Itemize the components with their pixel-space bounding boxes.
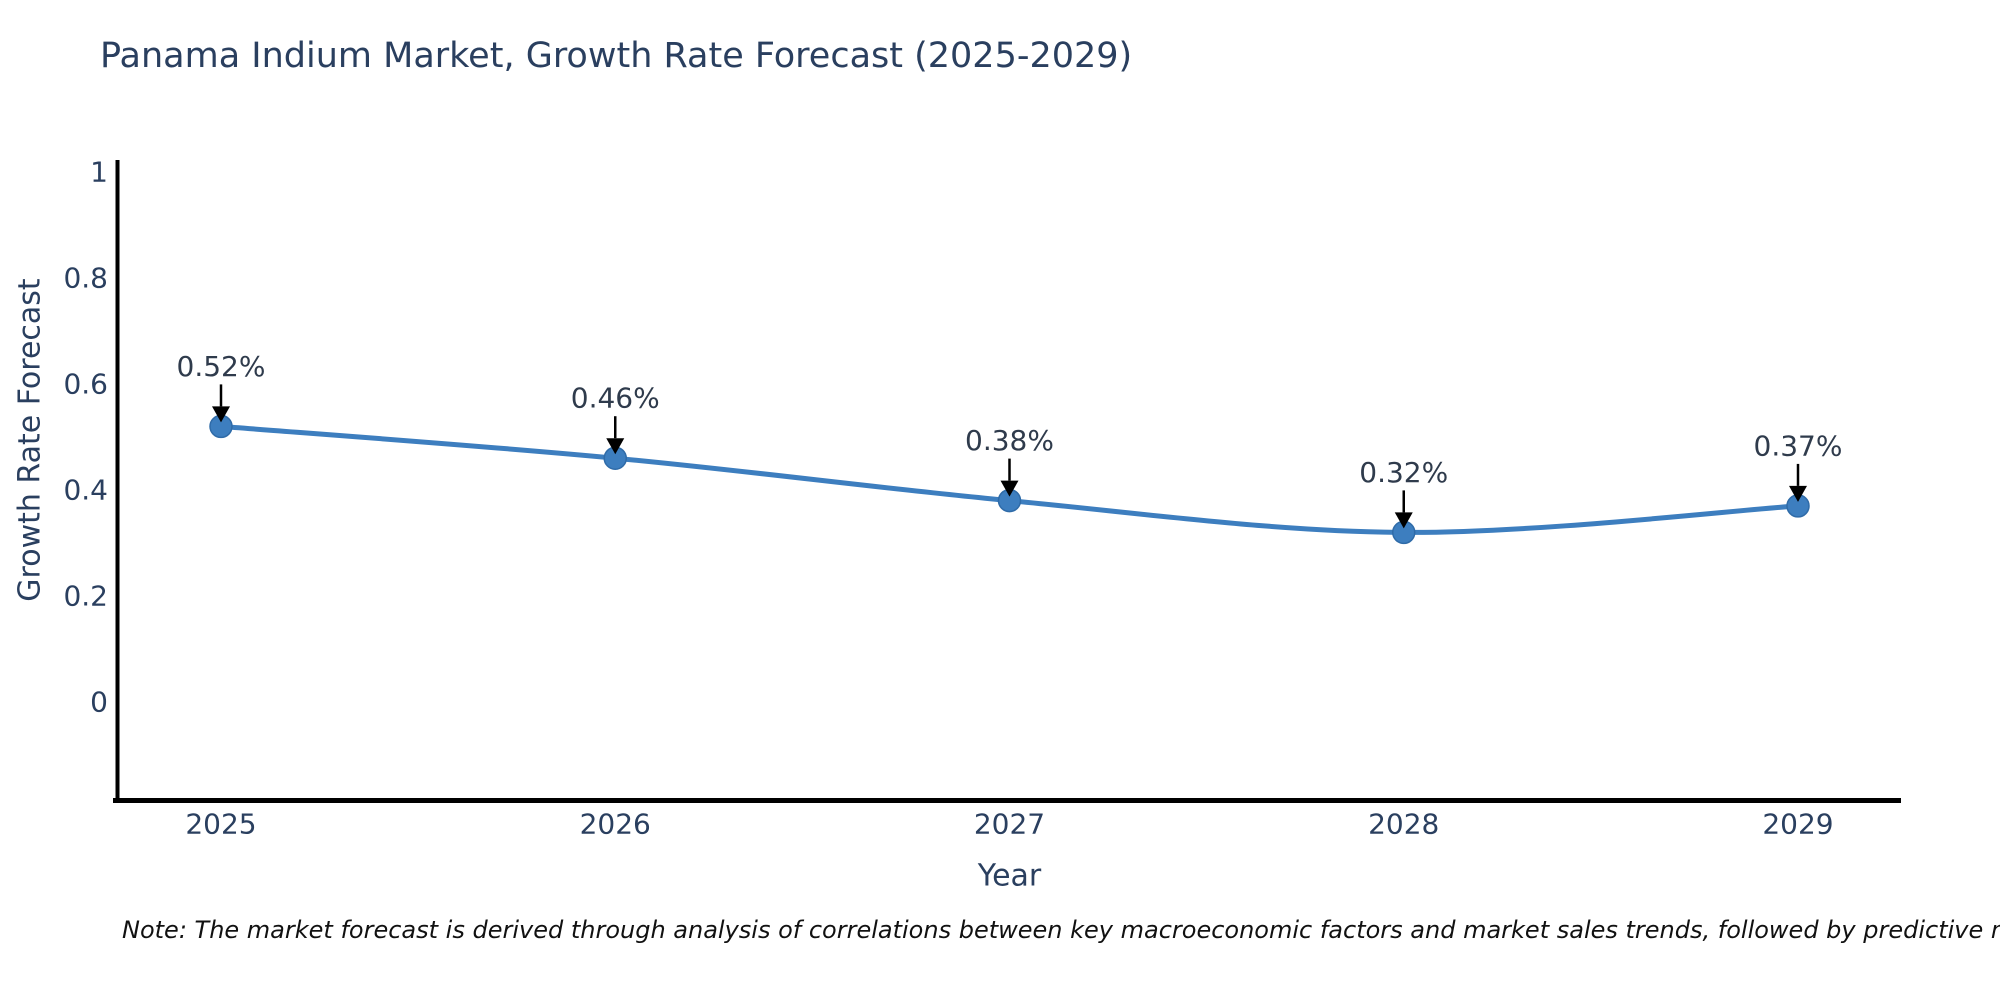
annotation-arrowhead-2027 xyxy=(1000,480,1019,497)
chart-title: Panama Indium Market, Growth Rate Foreca… xyxy=(100,36,1133,76)
annotation-label-2029: 0.37% xyxy=(1754,429,1843,462)
annotation-arrowhead-2029 xyxy=(1789,485,1807,502)
footnote: Note: The market forecast is derived thr… xyxy=(122,916,2000,944)
y-tick-label: 0.8 xyxy=(63,262,108,295)
x-tick-label: 2027 xyxy=(974,808,1045,841)
annotation-arrowhead-2025 xyxy=(212,406,230,423)
annotation-label-2025: 0.52% xyxy=(177,350,266,383)
annotation-arrowhead-2026 xyxy=(606,438,625,455)
annotation-label-2028: 0.32% xyxy=(1359,456,1448,489)
x-tick-label: 2028 xyxy=(1368,808,1439,841)
y-tick-label: 1 xyxy=(90,156,108,189)
y-tick-label: 0 xyxy=(90,686,108,719)
x-tick-label: 2026 xyxy=(580,808,651,841)
y-tick-label: 0.2 xyxy=(63,580,108,613)
annotation-label-2027: 0.38% xyxy=(965,424,1054,457)
x-tick-label: 2025 xyxy=(185,808,256,841)
y-tick-label: 0.6 xyxy=(63,368,108,401)
x-axis-title: Year xyxy=(977,859,1042,894)
y-tick-label: 0.4 xyxy=(63,474,108,507)
y-axis-title: Growth Rate Forecast xyxy=(13,278,48,602)
x-tick-label: 2029 xyxy=(1762,808,1833,841)
annotation-arrowhead-2028 xyxy=(1394,512,1413,529)
annotation-label-2026: 0.46% xyxy=(571,382,660,415)
